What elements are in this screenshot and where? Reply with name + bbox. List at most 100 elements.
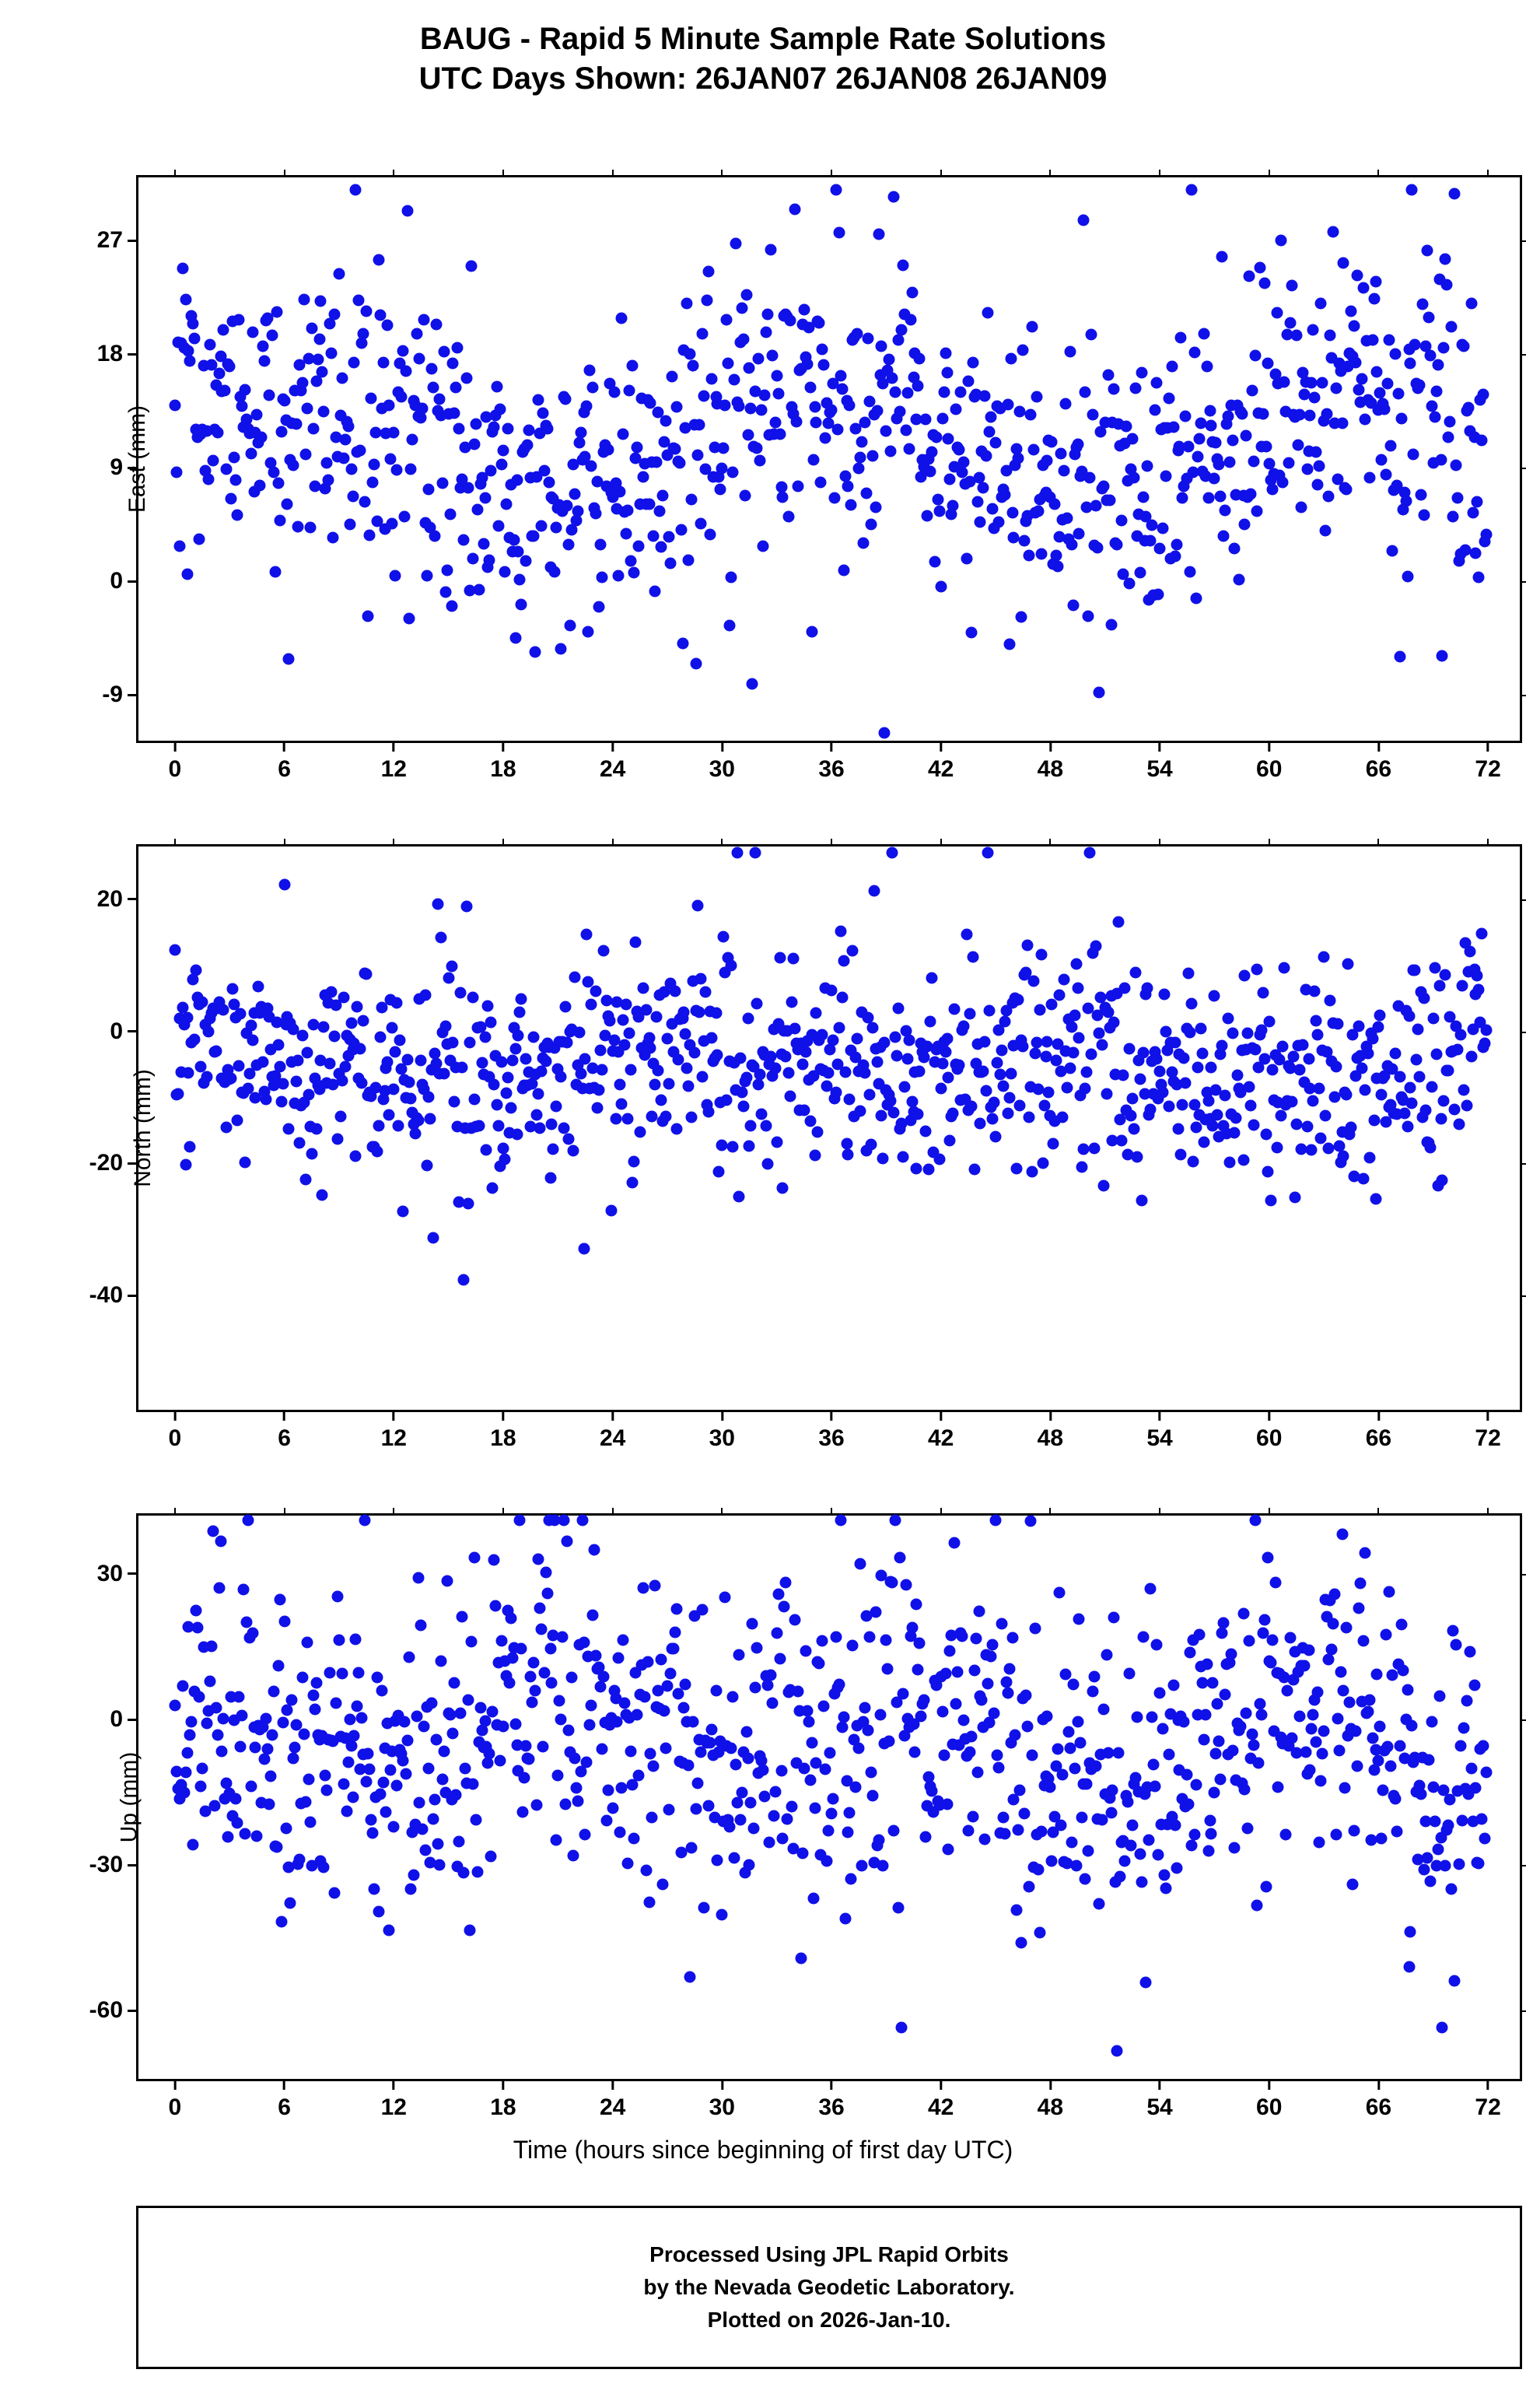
data-point (820, 1764, 831, 1775)
xtick-east-72: 72 (1475, 741, 1500, 783)
data-point (418, 314, 430, 326)
data-point (666, 371, 677, 383)
data-point (285, 1898, 296, 1909)
data-point (298, 293, 310, 305)
data-point (991, 1057, 1003, 1069)
data-point (1115, 1871, 1126, 1883)
data-point (1376, 1832, 1388, 1844)
east-plot-area[interactable]: East (mm) -9 0 9 18 27 0 6 12 18 24 30 36 42 48 54 60 66… (136, 175, 1522, 743)
data-point (605, 1205, 617, 1217)
data-point (320, 1769, 331, 1781)
data-point (201, 1071, 212, 1082)
data-point (733, 400, 744, 412)
data-point (754, 1068, 766, 1080)
data-point (1441, 279, 1453, 290)
data-point (1188, 1156, 1199, 1168)
data-point (1429, 962, 1440, 974)
data-point (702, 1800, 714, 1812)
data-point (242, 1515, 254, 1526)
data-point (1462, 402, 1474, 414)
data-point (1228, 542, 1240, 554)
data-point (189, 332, 201, 344)
data-point (546, 1677, 558, 1689)
data-point (844, 399, 856, 411)
up-plot-area[interactable]: Up (mm) -60 -30 0 30 0 6 12 18 24 30 36 42 48 54 60 66 7… (136, 1513, 1522, 2081)
data-point (656, 1095, 667, 1106)
data-point (726, 1691, 738, 1702)
data-point (935, 580, 947, 592)
data-point (1458, 1085, 1469, 1096)
data-point (1341, 484, 1353, 496)
data-point (759, 389, 771, 401)
data-point (751, 443, 763, 454)
data-point (616, 1099, 628, 1110)
data-point (660, 1110, 672, 1122)
data-point (807, 454, 819, 466)
data-point (1119, 982, 1131, 994)
data-point (245, 448, 257, 460)
data-point (1437, 1175, 1448, 1186)
data-point (444, 1709, 456, 1721)
data-point (830, 1086, 842, 1098)
data-point (219, 384, 231, 396)
data-point (400, 1768, 411, 1779)
data-point (1086, 1049, 1097, 1060)
data-point (520, 1740, 532, 1751)
data-point (1116, 1134, 1128, 1146)
data-point (1145, 1104, 1157, 1116)
data-point (234, 1740, 246, 1752)
data-point (827, 1035, 838, 1046)
data-point (656, 1653, 667, 1665)
data-point (895, 324, 907, 335)
data-point (435, 932, 446, 944)
data-point (1350, 1726, 1362, 1737)
data-point (1350, 357, 1362, 369)
north-plot-area[interactable]: North (mm) -40 -20 0 20 0 6 12 18 24 30 36 42 48 54 60… (136, 844, 1522, 1412)
data-point (232, 509, 243, 521)
data-point (1220, 1089, 1231, 1101)
data-point (672, 1053, 684, 1065)
data-point (1154, 1065, 1166, 1077)
data-point (1192, 1062, 1203, 1074)
data-point (1024, 1516, 1036, 1527)
data-point (1277, 476, 1289, 488)
data-point (596, 1064, 607, 1075)
data-point (368, 458, 380, 470)
data-point (1367, 1733, 1378, 1744)
data-point (350, 1151, 362, 1162)
data-point (726, 572, 737, 584)
data-point (361, 1775, 373, 1787)
data-point (1041, 455, 1053, 467)
data-point (1157, 1723, 1168, 1734)
data-point (866, 1022, 878, 1034)
xtick-east-12: 12 (381, 741, 407, 783)
data-point (1160, 1882, 1171, 1894)
data-point (1311, 446, 1322, 457)
data-point (742, 1012, 754, 1024)
data-point (1384, 335, 1395, 346)
data-point (1086, 328, 1097, 340)
data-point (391, 464, 403, 475)
data-point (1395, 412, 1407, 424)
data-point (961, 929, 972, 941)
footer-box: Processed Using JPL Rapid Orbits by the … (136, 2206, 1522, 2369)
data-point (1263, 1015, 1275, 1027)
data-point (505, 1612, 516, 1624)
data-point (194, 533, 205, 545)
data-point (380, 1806, 392, 1817)
data-point (1123, 1667, 1135, 1679)
data-point (1476, 927, 1488, 939)
data-point (1201, 1658, 1213, 1670)
data-point (264, 390, 275, 401)
data-point (1470, 547, 1482, 559)
data-point (771, 370, 782, 382)
data-point (523, 425, 535, 436)
data-point (169, 1699, 180, 1711)
data-point (640, 1004, 652, 1015)
data-point (1129, 383, 1141, 394)
data-point (1097, 481, 1109, 492)
data-point (656, 541, 667, 552)
data-point (879, 1036, 891, 1048)
data-point (856, 1860, 868, 1872)
data-point (1153, 1849, 1164, 1861)
